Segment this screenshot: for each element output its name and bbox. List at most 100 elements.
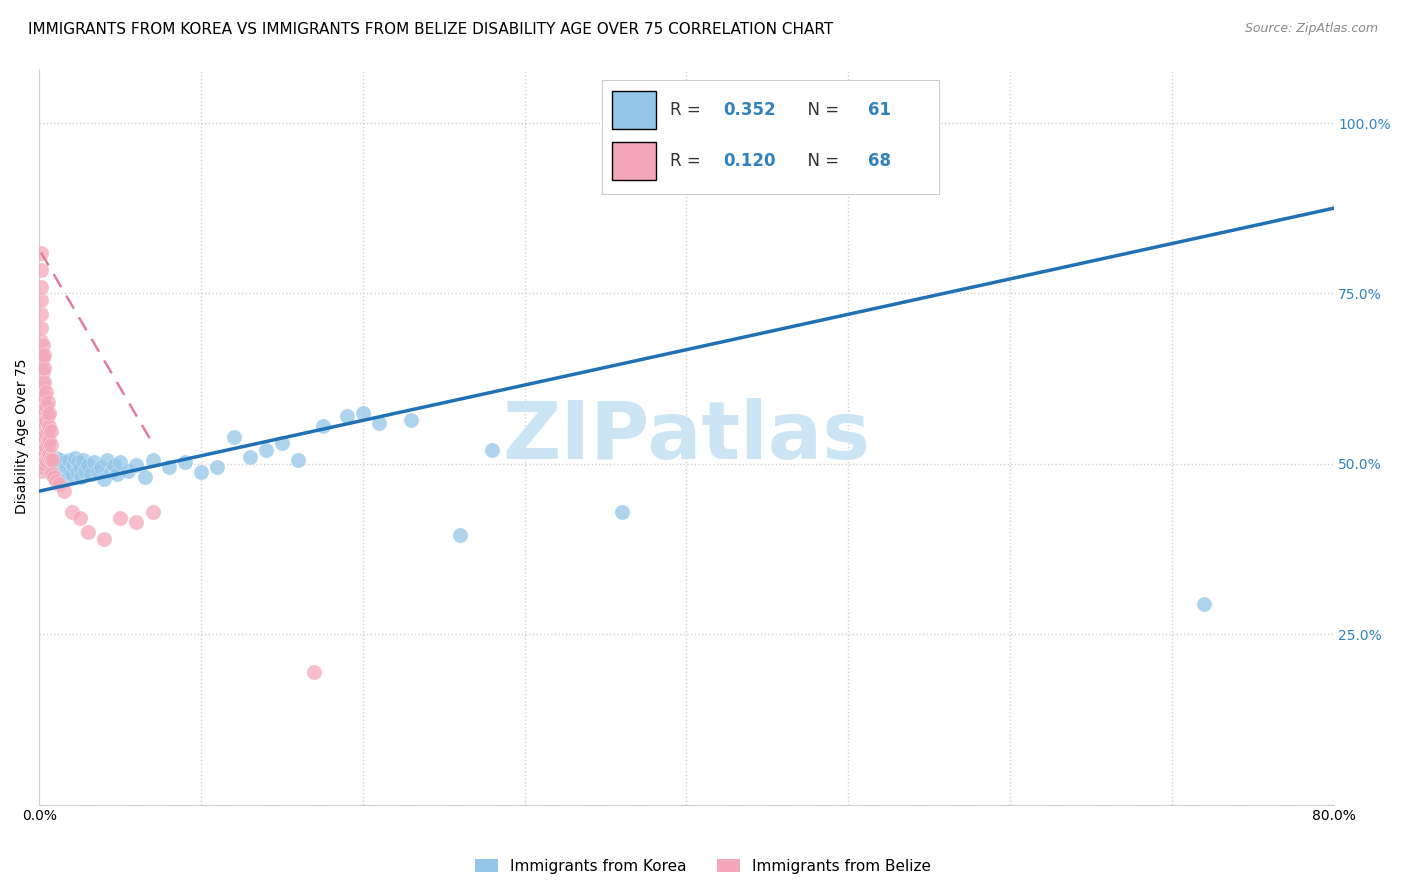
Point	[32, 361, 55, 376]
Point	[53, 472, 76, 486]
Point	[401, 412, 423, 426]
Point	[39, 451, 62, 466]
Point	[96, 453, 118, 467]
Point	[32, 450, 55, 464]
Point	[125, 458, 148, 473]
Point	[30, 245, 52, 260]
Point	[60, 504, 83, 518]
Point	[105, 467, 128, 481]
Point	[38, 433, 60, 447]
Point	[134, 470, 156, 484]
Point	[32, 416, 55, 430]
Point	[117, 464, 139, 478]
Point	[72, 453, 94, 467]
Point	[31, 337, 53, 351]
Point	[59, 464, 82, 478]
Point	[32, 443, 55, 458]
Point	[481, 443, 503, 458]
Point	[31, 378, 53, 392]
Point	[49, 453, 72, 467]
Point	[37, 450, 59, 464]
Point	[30, 293, 52, 308]
Point	[110, 455, 132, 469]
Point	[157, 460, 180, 475]
Point	[46, 470, 69, 484]
Point	[100, 465, 122, 479]
Point	[51, 465, 73, 479]
Point	[38, 465, 60, 479]
Point	[60, 467, 83, 481]
Point	[30, 436, 52, 450]
Point	[62, 458, 84, 473]
Point	[45, 474, 67, 488]
Point	[304, 665, 326, 679]
Point	[30, 348, 52, 362]
Point	[30, 307, 52, 321]
Point	[56, 460, 79, 475]
Point	[30, 279, 52, 293]
Point	[610, 504, 633, 518]
Point	[80, 467, 103, 481]
Point	[48, 477, 70, 491]
Point	[30, 423, 52, 437]
Point	[30, 389, 52, 403]
Text: IMMIGRANTS FROM KOREA VS IMMIGRANTS FROM BELIZE DISABILITY AGE OVER 75 CORRELATI: IMMIGRANTS FROM KOREA VS IMMIGRANTS FROM…	[28, 22, 834, 37]
Point	[30, 375, 52, 389]
Point	[90, 460, 112, 475]
Point	[35, 426, 58, 441]
Point	[38, 406, 60, 420]
Point	[37, 395, 59, 409]
Point	[42, 470, 65, 484]
Point	[93, 472, 115, 486]
Point	[73, 464, 96, 478]
Point	[30, 361, 52, 376]
Point	[30, 409, 52, 424]
Point	[31, 457, 53, 471]
Point	[77, 524, 100, 539]
Point	[35, 399, 58, 413]
Point	[39, 465, 62, 479]
Point	[31, 460, 53, 475]
Point	[45, 451, 67, 466]
Point	[352, 406, 374, 420]
Point	[52, 484, 75, 499]
Point	[38, 447, 60, 461]
Point	[30, 334, 52, 348]
Point	[190, 465, 212, 479]
Point	[368, 416, 391, 430]
Point	[70, 470, 93, 484]
Point	[31, 406, 53, 420]
Point	[42, 467, 65, 481]
Point	[58, 453, 80, 467]
Point	[35, 460, 58, 475]
Point	[32, 348, 55, 362]
Point	[32, 402, 55, 417]
Point	[41, 458, 63, 473]
Point	[30, 464, 52, 478]
Point	[39, 424, 62, 438]
Point	[32, 429, 55, 443]
Text: Source: ZipAtlas.com: Source: ZipAtlas.com	[1244, 22, 1378, 36]
Point	[271, 436, 294, 450]
Y-axis label: Disability Age Over 75: Disability Age Over 75	[15, 359, 30, 515]
Point	[110, 511, 132, 525]
Point	[174, 455, 197, 469]
Point	[52, 455, 75, 469]
Point	[31, 419, 53, 434]
Point	[83, 455, 105, 469]
Point	[32, 375, 55, 389]
Point	[449, 528, 471, 542]
Point	[30, 450, 52, 464]
Point	[142, 453, 165, 467]
Point	[37, 409, 59, 424]
Point	[86, 464, 108, 478]
Point	[31, 392, 53, 406]
Point	[1192, 597, 1215, 611]
Point	[65, 465, 87, 479]
Point	[336, 409, 359, 424]
Point	[69, 460, 91, 475]
Point	[32, 457, 55, 471]
Point	[38, 419, 60, 434]
Point	[239, 450, 262, 464]
Point	[31, 351, 53, 366]
